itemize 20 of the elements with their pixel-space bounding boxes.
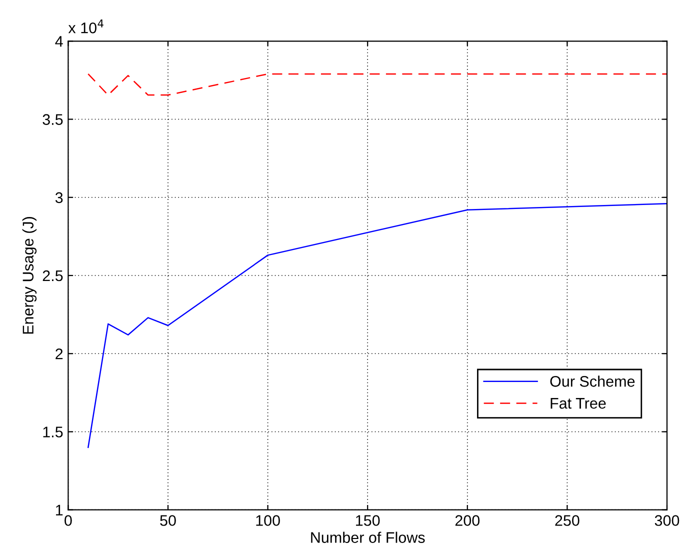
y-tick-label: 3.5 bbox=[42, 114, 63, 125]
x-tick-label: 200 bbox=[455, 515, 480, 526]
y-tick-label: 4 bbox=[55, 36, 63, 47]
x-tick-label: 100 bbox=[256, 515, 280, 526]
text: x 10$^{4}$ bbox=[68, 20, 104, 34]
y-tick-label: 1.5 bbox=[43, 426, 63, 438]
legend-label: Our Scheme bbox=[550, 376, 635, 387]
line-series bbox=[88, 203, 667, 448]
y-tick-label: 3 bbox=[55, 192, 63, 204]
x-tick-label: 0 bbox=[64, 515, 72, 526]
y-tick-label: 2 bbox=[56, 348, 63, 360]
y-tick-label: 1 bbox=[56, 504, 63, 516]
x-tick-label: 150 bbox=[356, 515, 380, 526]
x-tick-label: 50 bbox=[160, 515, 176, 526]
y-axis-title: Energy Usage (J) bbox=[22, 217, 37, 334]
y-tick-label: 2.5 bbox=[42, 270, 63, 282]
legend-label: Fat Tree bbox=[550, 398, 606, 409]
x-tick-label: 300 bbox=[654, 515, 680, 526]
x-axis-title: Number of Flows bbox=[311, 532, 425, 543]
x-tick-label: 250 bbox=[555, 515, 580, 526]
